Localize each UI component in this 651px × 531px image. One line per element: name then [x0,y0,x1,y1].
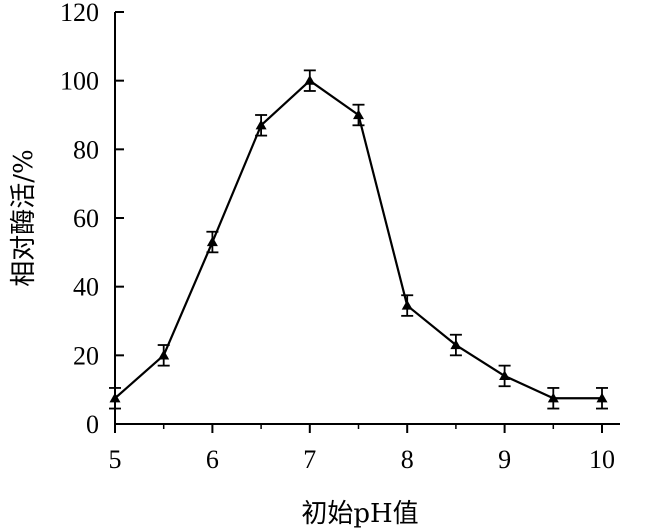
data-point-2 [206,236,218,247]
data-point-5 [353,109,364,120]
x-tick-label-3: 8 [401,445,414,474]
y-tick-label-3: 60 [73,204,99,233]
x-tick-label-1: 6 [206,445,219,474]
y-tick-label-1: 20 [73,341,99,370]
y-tick-label-6: 120 [60,0,99,27]
y-tick-label-4: 80 [73,135,99,164]
data-point-6 [401,300,413,310]
x-tick-label-5: 10 [589,445,615,474]
y-tick-label-5: 100 [60,67,99,96]
series-layer [109,69,608,410]
series-line-0 [114,79,602,400]
data-point-10 [596,392,608,403]
data-point-7 [450,339,462,350]
x-tick-label-0: 5 [109,445,122,474]
x-tick-label-2: 7 [303,445,316,474]
x-tick-label-4: 9 [498,445,511,474]
data-point-8 [499,370,511,381]
data-point-9 [547,392,559,403]
data-point-4 [304,75,316,85]
y-tick-label-2: 40 [73,273,99,302]
data-point-1 [158,349,170,360]
data-point-0 [109,392,121,403]
data-point-3 [255,119,267,130]
x-axis-title: 初始pH值 [301,499,418,529]
y-axis-title: 相对酶活/% [9,149,39,286]
y-tick-label-0: 0 [86,410,99,439]
